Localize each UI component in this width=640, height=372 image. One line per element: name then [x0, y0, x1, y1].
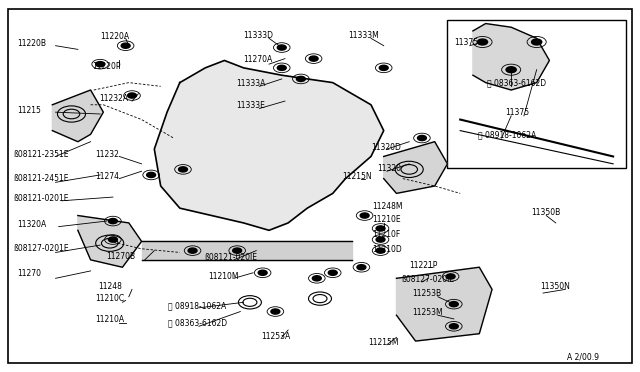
- Text: 11248: 11248: [99, 282, 122, 291]
- Text: 11220A: 11220A: [100, 32, 129, 41]
- Circle shape: [446, 274, 455, 279]
- Text: Ⓝ 08918-1062A: Ⓝ 08918-1062A: [478, 131, 536, 140]
- Circle shape: [449, 302, 458, 307]
- Text: 11210M: 11210M: [209, 272, 239, 281]
- Text: 11333A: 11333A: [236, 79, 265, 88]
- Text: 11248M: 11248M: [372, 202, 403, 211]
- Text: ß08121-2351E: ß08121-2351E: [13, 150, 68, 159]
- Text: 11350B: 11350B: [532, 208, 561, 217]
- Text: 11350N: 11350N: [540, 282, 570, 291]
- Text: ß08121-2451E: ß08121-2451E: [13, 174, 68, 183]
- Text: 11210E: 11210E: [372, 215, 401, 224]
- Circle shape: [296, 76, 305, 81]
- Circle shape: [328, 270, 337, 275]
- Text: 11210F: 11210F: [372, 230, 401, 239]
- Text: 11253B: 11253B: [412, 289, 442, 298]
- Circle shape: [233, 248, 242, 253]
- Circle shape: [532, 39, 541, 45]
- Text: A 2/00.9: A 2/00.9: [567, 352, 599, 361]
- Text: 11215: 11215: [17, 106, 41, 115]
- Circle shape: [506, 67, 516, 73]
- Circle shape: [121, 43, 130, 48]
- Circle shape: [108, 218, 117, 224]
- Text: 11270: 11270: [17, 269, 42, 278]
- Polygon shape: [396, 267, 492, 341]
- Text: 11320A: 11320A: [17, 220, 47, 229]
- Text: 11375: 11375: [454, 38, 478, 47]
- Text: Ⓢ 08363-6162D: Ⓢ 08363-6162D: [168, 319, 227, 328]
- Circle shape: [376, 248, 385, 253]
- Text: 11215N: 11215N: [342, 172, 372, 181]
- Bar: [447, 20, 626, 167]
- Text: 11270B: 11270B: [106, 252, 135, 262]
- Polygon shape: [473, 23, 549, 90]
- Polygon shape: [384, 142, 447, 193]
- Circle shape: [179, 167, 188, 172]
- Circle shape: [309, 56, 318, 61]
- Circle shape: [376, 226, 385, 231]
- Text: 11274: 11274: [96, 172, 120, 181]
- Text: Ⓢ 08363-6162D: Ⓢ 08363-6162D: [487, 79, 546, 88]
- Text: 11253M: 11253M: [412, 308, 443, 317]
- Circle shape: [277, 45, 286, 50]
- Text: 11253A: 11253A: [261, 332, 291, 341]
- Polygon shape: [78, 215, 141, 267]
- Text: ß08121-0201E: ß08121-0201E: [13, 195, 68, 203]
- Circle shape: [147, 172, 156, 177]
- Circle shape: [312, 276, 321, 281]
- Text: 11375: 11375: [505, 108, 529, 118]
- Circle shape: [449, 324, 458, 329]
- Circle shape: [277, 65, 286, 70]
- Text: 11333D: 11333D: [244, 31, 273, 40]
- Circle shape: [417, 135, 426, 141]
- Text: 11210C: 11210C: [96, 294, 125, 303]
- Text: ß08127-0201E: ß08127-0201E: [13, 244, 68, 253]
- Circle shape: [108, 237, 117, 242]
- Text: 11320: 11320: [378, 164, 401, 173]
- Text: 11210A: 11210A: [96, 315, 125, 324]
- Text: 11220P: 11220P: [93, 61, 121, 71]
- Text: Ⓝ 08918-1062A: Ⓝ 08918-1062A: [168, 301, 227, 311]
- Circle shape: [477, 39, 488, 45]
- Text: 11270A: 11270A: [244, 55, 273, 64]
- Text: ß08121-020IE: ß08121-020IE: [204, 253, 257, 263]
- Text: 11210D: 11210D: [372, 245, 402, 254]
- Text: 11333E: 11333E: [236, 101, 265, 110]
- Text: 11215M: 11215M: [368, 339, 398, 347]
- Circle shape: [380, 65, 388, 70]
- Polygon shape: [52, 90, 103, 142]
- Polygon shape: [154, 61, 384, 230]
- Circle shape: [360, 213, 369, 218]
- Circle shape: [271, 309, 280, 314]
- Circle shape: [127, 93, 136, 98]
- Text: 11221P: 11221P: [409, 261, 438, 270]
- Text: 11333M: 11333M: [349, 31, 380, 40]
- Circle shape: [96, 62, 104, 67]
- Circle shape: [376, 237, 385, 242]
- Circle shape: [258, 270, 267, 275]
- Circle shape: [357, 264, 366, 270]
- Text: 11232A: 11232A: [99, 94, 128, 103]
- Circle shape: [188, 248, 197, 253]
- Text: ß08127-020IE: ß08127-020IE: [401, 275, 454, 283]
- Text: 11232: 11232: [96, 150, 120, 159]
- Text: 11220B: 11220B: [17, 39, 46, 48]
- Text: 11320D: 11320D: [371, 143, 401, 152]
